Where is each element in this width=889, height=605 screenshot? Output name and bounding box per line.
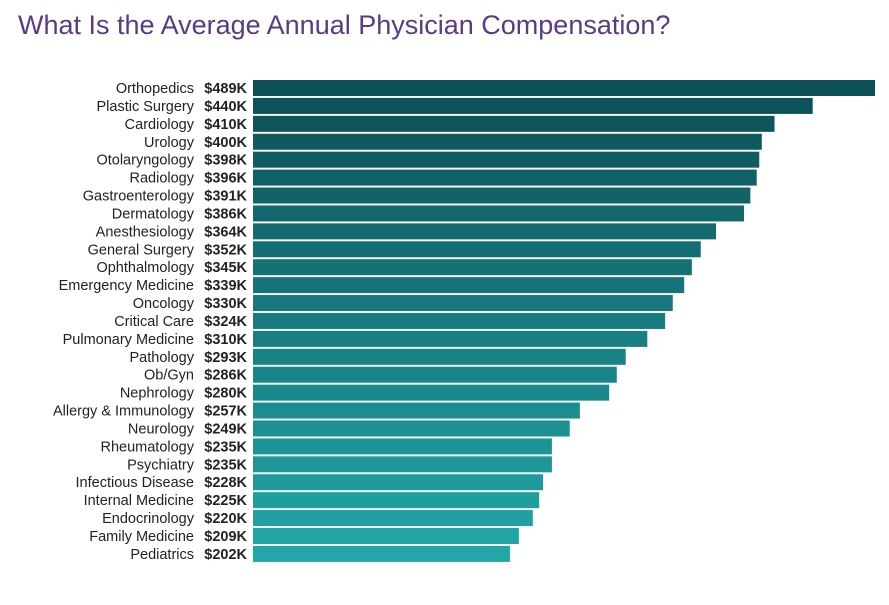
- chart-title: What Is the Average Annual Physician Com…: [18, 10, 671, 40]
- category-label: Family Medicine: [89, 529, 194, 545]
- value-label: $345K: [204, 260, 247, 276]
- category-label: Internal Medicine: [84, 493, 194, 509]
- bar-8: [253, 223, 717, 240]
- bar-13: [253, 312, 666, 329]
- value-label: $489K: [204, 81, 247, 97]
- category-label: Pediatrics: [130, 547, 194, 563]
- category-label: Critical Care: [114, 314, 194, 330]
- bar-10: [253, 259, 692, 276]
- bar-0: [253, 80, 875, 96]
- value-label: $228K: [204, 475, 247, 491]
- category-label: Gastroenterology: [83, 189, 195, 205]
- value-label: $209K: [204, 529, 247, 545]
- category-label: Cardiology: [125, 117, 195, 133]
- value-label: $391K: [204, 189, 247, 205]
- value-label: $257K: [204, 404, 247, 420]
- category-label: Ophthalmology: [96, 260, 194, 276]
- value-label: $280K: [204, 386, 247, 402]
- bar-11: [253, 277, 685, 294]
- value-label: $410K: [204, 117, 247, 133]
- category-label: Anesthesiology: [96, 224, 195, 240]
- bar-21: [253, 456, 552, 473]
- bar-7: [253, 205, 744, 222]
- value-label: $440K: [204, 99, 247, 115]
- bar-1: [253, 97, 813, 114]
- category-label: General Surgery: [88, 242, 195, 258]
- category-label: Emergency Medicine: [59, 278, 194, 294]
- category-label: Dermatology: [112, 206, 195, 222]
- value-label: $235K: [204, 439, 247, 455]
- value-label: $324K: [204, 314, 247, 330]
- bar-26: [253, 545, 510, 562]
- bar-16: [253, 366, 617, 383]
- category-label: Radiology: [130, 171, 195, 187]
- category-label: Oncology: [133, 296, 195, 312]
- category-label: Otolaryngology: [96, 153, 194, 169]
- bar-9: [253, 241, 701, 258]
- category-label: Psychiatry: [127, 457, 195, 473]
- bar-5: [253, 169, 757, 186]
- bar-17: [253, 384, 610, 401]
- value-label: $249K: [204, 421, 247, 437]
- value-label: $293K: [204, 350, 247, 366]
- value-label: $220K: [204, 511, 247, 527]
- bar-24: [253, 510, 533, 527]
- value-label: $400K: [204, 135, 247, 151]
- value-label: $310K: [204, 332, 247, 348]
- category-label: Endocrinology: [102, 511, 195, 527]
- bar-22: [253, 474, 544, 491]
- bar-3: [253, 133, 762, 150]
- value-label: $286K: [204, 368, 247, 384]
- value-label: $330K: [204, 296, 247, 312]
- category-label: Orthopedics: [116, 81, 194, 97]
- value-label: $352K: [204, 242, 247, 258]
- value-label: $364K: [204, 224, 247, 240]
- bar-12: [253, 295, 673, 312]
- category-label: Urology: [144, 135, 195, 151]
- category-label: Allergy & Immunology: [53, 404, 195, 420]
- value-label: $398K: [204, 153, 247, 169]
- category-label: Rheumatology: [101, 439, 195, 455]
- value-label: $339K: [204, 278, 247, 294]
- category-label: Pulmonary Medicine: [63, 332, 194, 348]
- bar-18: [253, 402, 580, 419]
- value-label: $386K: [204, 206, 247, 222]
- bar-20: [253, 438, 552, 455]
- category-label: Ob/Gyn: [144, 368, 194, 384]
- bar-25: [253, 528, 519, 544]
- value-label: $396K: [204, 171, 247, 187]
- value-label: $202K: [204, 547, 247, 563]
- bar-4: [253, 151, 760, 168]
- value-label: $225K: [204, 493, 247, 509]
- bar-19: [253, 420, 570, 437]
- bar-23: [253, 492, 540, 509]
- bar-2: [253, 115, 775, 132]
- category-label: Pathology: [130, 350, 195, 366]
- bar-14: [253, 330, 648, 347]
- category-label: Plastic Surgery: [96, 99, 194, 115]
- bar-15: [253, 348, 626, 365]
- category-label: Nephrology: [120, 386, 195, 402]
- bar-6: [253, 187, 751, 204]
- value-label: $235K: [204, 457, 247, 473]
- category-label: Neurology: [128, 421, 195, 437]
- category-label: Infectious Disease: [76, 475, 194, 491]
